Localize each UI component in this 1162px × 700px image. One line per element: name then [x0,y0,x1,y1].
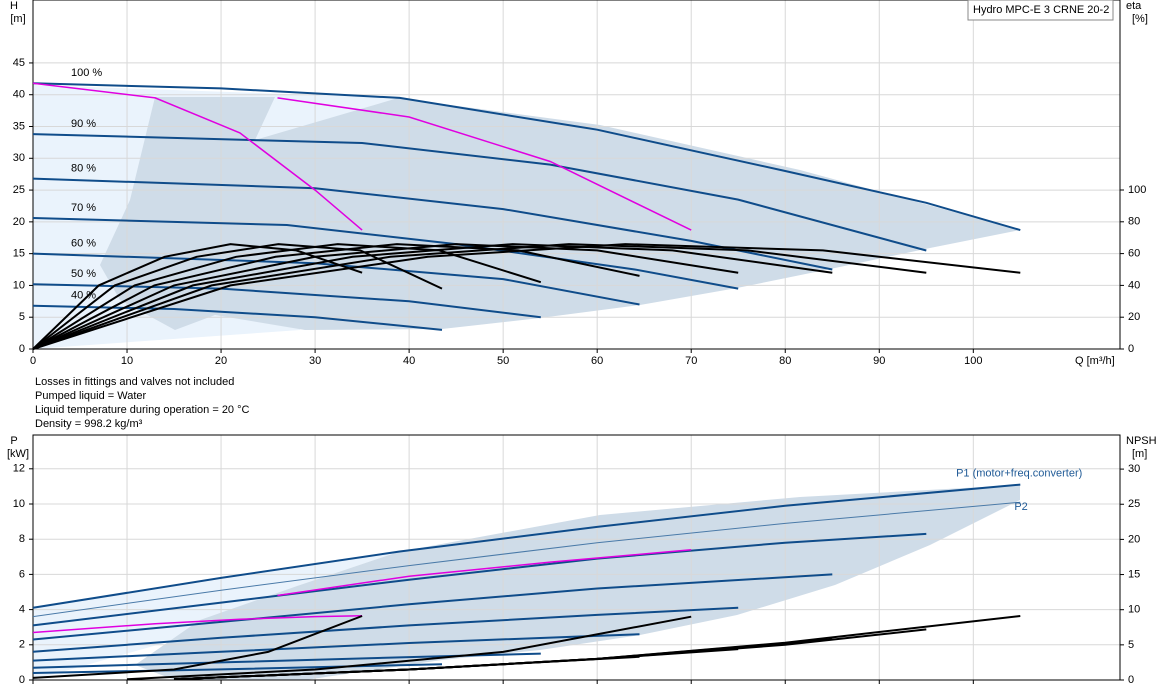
x-axis-label: Q [m³/h] [1075,355,1115,367]
series-label: 60 % [71,238,96,250]
y2-tick-label: 60 [1128,248,1140,260]
curve [173,655,640,681]
curve [32,573,833,641]
series-label: P2 [1014,501,1027,513]
curve [277,549,692,597]
curve [32,615,363,634]
series-label: 70 % [71,202,96,214]
series-label: P1 (motor+freq.converter) [956,468,1082,480]
x-tick-label: 30 [309,355,321,367]
y-tick-label: 12 [13,463,25,475]
y2-axis-label: eta [1126,0,1142,12]
curve [32,243,443,350]
x-tick-label: 90 [873,355,885,367]
y2-tick-label: 80 [1128,216,1140,228]
series-label: 100 % [71,67,102,79]
curve [32,304,443,331]
y-tick-label: 45 [13,57,25,69]
y2-tick-label: 25 [1128,498,1140,510]
y2-tick-label: 0 [1128,674,1134,686]
series-label: 80 % [71,163,96,175]
curve [32,283,541,319]
curve [32,606,739,653]
title-box [967,0,1114,21]
y-axis-unit: [kW] [7,448,29,460]
curve [32,243,833,350]
y-tick-label: 25 [13,184,25,196]
curve [32,82,1021,232]
note: Losses in fittings and valves not includ… [35,376,234,388]
y2-tick-label: 20 [1128,533,1140,545]
plot-frame [32,0,1121,350]
y2-tick-label: 30 [1128,463,1140,475]
curve [32,243,927,350]
y-tick-label: 10 [13,279,25,291]
y-tick-label: 6 [19,568,25,580]
x-tick-label: 70 [685,355,697,367]
y-tick-label: 2 [19,639,25,651]
x-tick-label: 100 [964,355,982,367]
series-label: 90 % [71,118,96,130]
y2-tick-label: 0 [1128,343,1134,355]
y2-tick-label: 10 [1128,604,1140,616]
y-axis-unit: [m] [10,13,25,25]
y-tick-label: 40 [13,89,25,101]
x-tick-label: 40 [403,355,415,367]
curve [32,501,1021,618]
x-tick-label: 80 [779,355,791,367]
curve [32,82,363,231]
y-tick-label: 0 [19,343,25,355]
x-tick-label: 20 [215,355,227,367]
curve [126,615,692,681]
y-tick-label: 20 [13,216,25,228]
series-label: 50 % [71,268,96,280]
y2-tick-label: 5 [1128,639,1134,651]
y-tick-label: 30 [13,152,25,164]
y-tick-label: 15 [13,248,25,260]
curve [32,243,1021,350]
x-tick-label: 10 [121,355,133,367]
y2-tick-label: 100 [1128,184,1146,196]
curve [32,252,640,306]
chart-title: Hydro MPC-E 3 CRNE 20-2 [973,4,1109,16]
curve [277,97,692,231]
note: Density = 998.2 kg/m³ [35,418,143,430]
curve [32,532,927,627]
y2-axis-label: NPSH [1126,435,1157,447]
x-tick-label: 50 [497,355,509,367]
curve [32,243,640,350]
y-tick-label: 35 [13,120,25,132]
y-tick-label: 0 [19,674,25,686]
y-tick-label: 10 [13,498,25,510]
y2-tick-label: 20 [1128,311,1140,323]
curve [32,633,640,662]
y2-tick-label: 15 [1128,568,1140,580]
note: Liquid temperature during operation = 20… [35,404,250,416]
y-tick-label: 8 [19,533,25,545]
note: Pumped liquid = Water [35,390,147,402]
curve [32,663,443,674]
curve [32,133,927,252]
x-tick-label: 0 [30,355,36,367]
y-axis-label: P [10,435,17,447]
plots: 0 10 20 30 40 50 60 70 80 90 100051015202530354045… [7,0,1157,686]
y-tick-label: 5 [19,311,25,323]
y2-axis-unit: [%] [1132,13,1148,25]
y-tick-label: 4 [19,604,25,616]
operating-region [135,485,1020,680]
plot-frame [32,434,1121,681]
y2-tick-label: 40 [1128,279,1140,291]
curve [32,615,363,679]
x-tick-label: 60 [591,355,603,367]
curve [32,483,1021,609]
y2-axis-unit: [m] [1132,448,1147,460]
curve [32,243,739,350]
y-axis-label: H [10,0,18,12]
